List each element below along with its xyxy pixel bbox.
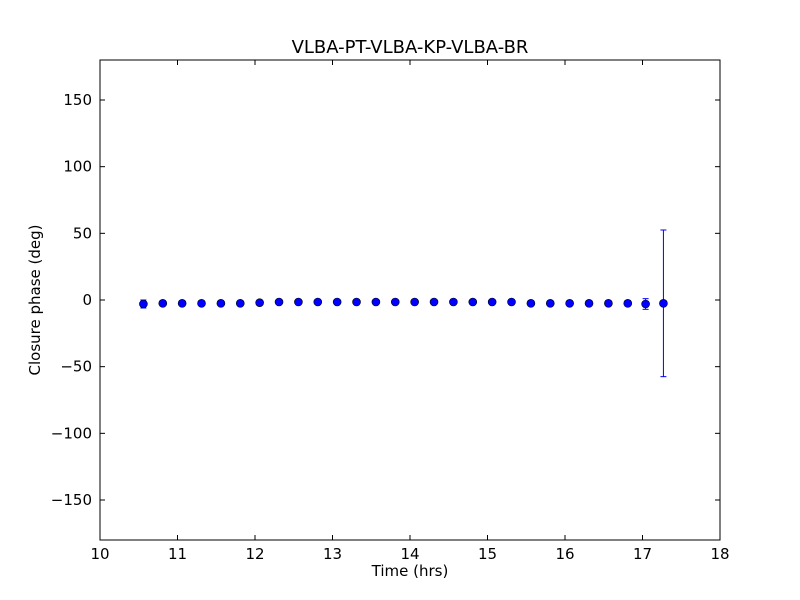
x-axis: 10 11 12 13 14 15 16 17 18 (90, 60, 730, 563)
x-axis-label: Time (hrs) (371, 562, 449, 580)
data-point (623, 299, 633, 308)
data-point (526, 299, 536, 308)
data-point (604, 299, 613, 308)
data-point (659, 299, 668, 308)
x-tick-label: 16 (555, 545, 574, 563)
data-point (235, 299, 245, 308)
y-axis-label: Closure phase (deg) (26, 225, 44, 376)
x-tick-label: 13 (323, 545, 342, 563)
data-point (274, 297, 284, 307)
data-point (468, 297, 478, 307)
x-tick-label: 12 (245, 545, 264, 563)
data-point (255, 298, 264, 307)
x-tick-label: 15 (478, 545, 497, 563)
data-point (294, 297, 303, 307)
data-point (177, 299, 187, 308)
y-tick-label: 50 (73, 224, 92, 242)
data-point (216, 299, 226, 308)
data-point (352, 297, 361, 307)
x-tick-label: 11 (168, 545, 187, 563)
x-tick-label: 17 (633, 545, 652, 563)
data-point (584, 299, 594, 308)
data-point (429, 297, 439, 307)
data-point (410, 297, 419, 307)
y-axis: −150 −100 −50 0 50 100 150 (51, 91, 720, 509)
data-point (507, 297, 516, 307)
x-tick-label: 14 (400, 545, 419, 563)
chart-title: VLBA-PT-VLBA-KP-VLBA-BR (292, 37, 529, 58)
data-point (371, 297, 381, 307)
data-point (332, 297, 342, 307)
data-point (641, 299, 650, 309)
y-tick-label: 0 (82, 291, 92, 309)
y-tick-label: −100 (51, 424, 92, 442)
y-tick-label: −50 (60, 358, 92, 376)
y-tick-label: −150 (51, 491, 92, 509)
data-point (139, 299, 148, 309)
data-point (449, 297, 458, 307)
data-point (313, 297, 323, 307)
y-tick-label: 150 (63, 91, 92, 109)
data-point (197, 299, 206, 308)
y-tick-label: 100 (63, 158, 92, 176)
data-point (545, 299, 555, 308)
data-point (565, 299, 574, 308)
data-point (390, 297, 400, 307)
data-point (487, 297, 497, 307)
plot-area (139, 229, 668, 378)
x-tick-label: 18 (710, 545, 729, 563)
data-point (158, 299, 168, 308)
x-tick-label: 10 (90, 545, 109, 563)
